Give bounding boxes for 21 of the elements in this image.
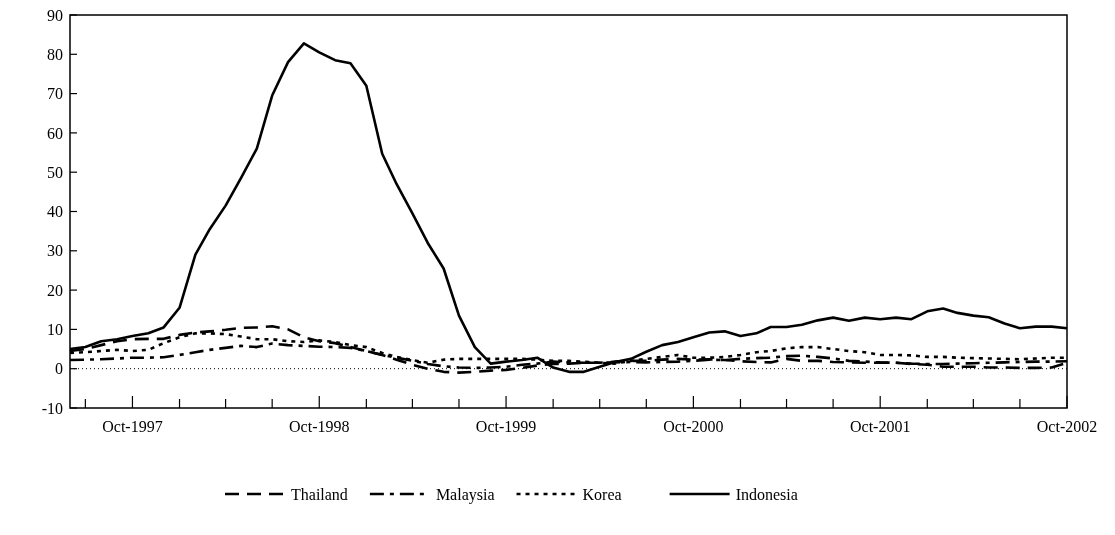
x-tick-label: Oct-2002 xyxy=(1036,418,1098,435)
y-tick-label: 40 xyxy=(47,203,63,221)
x-tick-label: Oct-2001 xyxy=(849,418,911,435)
y-tick-label: 70 xyxy=(47,85,63,103)
legend-label: Malaysia xyxy=(435,485,495,504)
y-tick-label: 60 xyxy=(47,124,63,142)
y-tick-label: -10 xyxy=(41,399,63,417)
legend-label: Indonesia xyxy=(735,485,798,503)
y-tick-label: 80 xyxy=(47,45,63,63)
x-tick-label: Oct-1998 xyxy=(289,418,350,435)
x-tick-label: Oct-2000 xyxy=(663,418,724,435)
y-tick-label: 90 xyxy=(47,6,63,24)
y-tick-label: 20 xyxy=(47,281,63,299)
y-tick-label: 50 xyxy=(47,163,63,181)
x-tick-label: Oct-1999 xyxy=(475,418,537,435)
legend-label: Thailand xyxy=(291,485,348,503)
y-tick-label: 10 xyxy=(47,321,63,338)
y-tick-label: 0 xyxy=(55,360,63,378)
x-tick-label: Oct-1997 xyxy=(102,418,163,435)
legend-label: Korea xyxy=(582,485,622,503)
y-tick-label: 30 xyxy=(47,242,63,260)
